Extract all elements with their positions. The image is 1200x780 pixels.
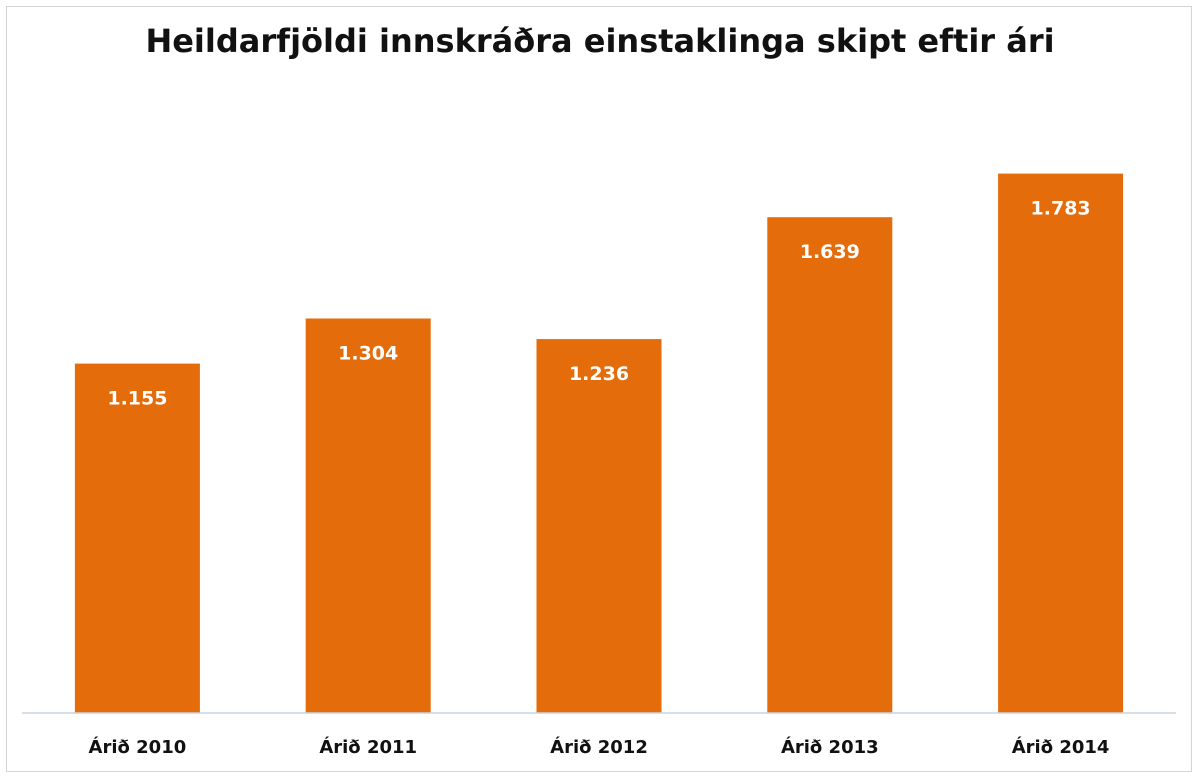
- bar-2: [305, 318, 431, 713]
- data-label-2: 1.304: [338, 343, 398, 365]
- data-label-1: 1.155: [107, 388, 167, 410]
- x-tick-label-5: Árið 2014: [1012, 736, 1110, 758]
- bar-4: [767, 217, 893, 713]
- x-tick-label-2: Árið 2011: [319, 736, 417, 758]
- chart-title: Heildarfjöldi innskráðra einstaklinga sk…: [145, 22, 1055, 60]
- data-label-5: 1.783: [1031, 198, 1091, 220]
- x-tick-label-1: Árið 2010: [89, 736, 187, 758]
- data-label-3: 1.236: [569, 363, 629, 385]
- bar-3: [536, 339, 662, 713]
- data-label-4: 1.639: [800, 241, 860, 263]
- bar-1: [74, 363, 200, 713]
- x-tick-label-3: Árið 2012: [550, 736, 648, 758]
- x-tick-label-4: Árið 2013: [781, 736, 879, 758]
- bars-group: 1.155 1.304 1.236 1.639 1.783: [74, 173, 1124, 714]
- bar-5: [998, 173, 1124, 714]
- category-labels-group: Árið 2010 Árið 2011 Árið 2012 Árið 2013 Árið…: [89, 736, 1110, 758]
